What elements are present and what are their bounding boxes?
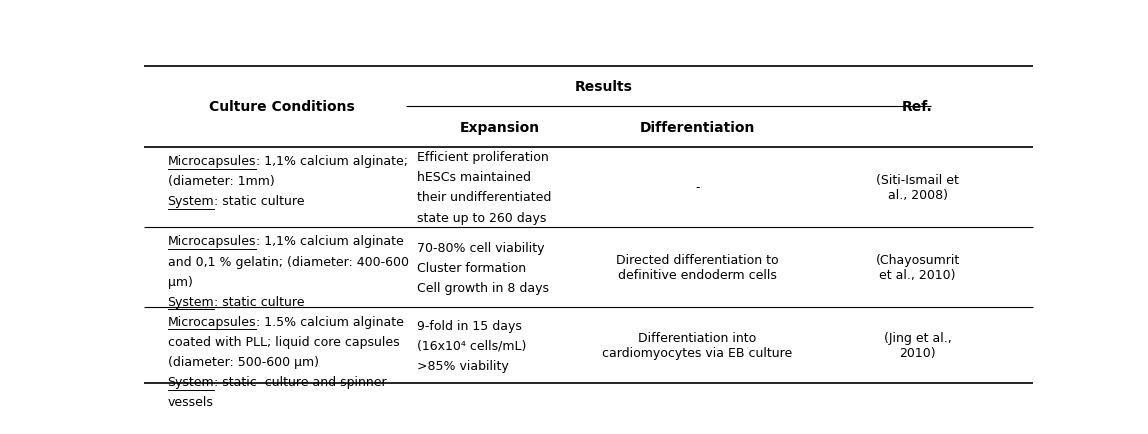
Text: Differentiation into
cardiomyocytes via EB culture: Differentiation into cardiomyocytes via … [603, 331, 792, 359]
Text: : static culture: : static culture [215, 295, 304, 308]
Text: Microcapsules: Microcapsules [168, 155, 256, 168]
Text: Efficient proliferation: Efficient proliferation [417, 151, 549, 164]
Text: μm): μm) [168, 275, 193, 288]
Text: : 1.5% calcium alginate: : 1.5% calcium alginate [256, 315, 404, 328]
Text: -: - [695, 181, 699, 194]
Text: hESCs maintained: hESCs maintained [417, 171, 530, 184]
Text: : 1,1% calcium alginate: : 1,1% calcium alginate [256, 235, 404, 248]
Text: Results: Results [575, 80, 633, 94]
Text: System: System [168, 295, 215, 308]
Text: state up to 260 days: state up to 260 days [417, 211, 546, 224]
Text: System: System [168, 375, 215, 388]
Text: Ref.: Ref. [902, 100, 933, 114]
Text: and 0,1 % gelatin; (diameter: 400-600: and 0,1 % gelatin; (diameter: 400-600 [168, 255, 409, 268]
Text: >85% viability: >85% viability [417, 359, 509, 372]
Text: (diameter: 1mm): (diameter: 1mm) [168, 175, 274, 187]
Text: Cluster formation: Cluster formation [417, 261, 526, 274]
Text: Microcapsules: Microcapsules [168, 235, 256, 248]
Text: Culture Conditions: Culture Conditions [209, 100, 355, 114]
Text: their undifferentiated: their undifferentiated [417, 191, 551, 204]
Text: (Jing et al.,
2010): (Jing et al., 2010) [884, 331, 952, 359]
Text: Cell growth in 8 days: Cell growth in 8 days [417, 281, 549, 294]
Text: (Siti-Ismail et
al., 2008): (Siti-Ismail et al., 2008) [876, 174, 959, 201]
Text: (16x10⁴ cells/mL): (16x10⁴ cells/mL) [417, 339, 526, 352]
Text: 70-80% cell viability: 70-80% cell viability [417, 241, 544, 254]
Text: Microcapsules: Microcapsules [168, 315, 256, 328]
Text: : static  culture and spinner: : static culture and spinner [215, 375, 387, 388]
Text: : static culture: : static culture [215, 195, 304, 208]
Text: System: System [168, 195, 215, 208]
Text: Differentiation: Differentiation [639, 120, 755, 134]
Text: coated with PLL; liquid core capsules: coated with PLL; liquid core capsules [168, 335, 400, 348]
Text: : 1,1% calcium alginate;: : 1,1% calcium alginate; [256, 155, 408, 168]
Text: Expansion: Expansion [459, 120, 540, 134]
Text: vessels: vessels [168, 395, 214, 408]
Text: (Chayosumrit
et al., 2010): (Chayosumrit et al., 2010) [876, 253, 960, 282]
Text: 9-fold in 15 days: 9-fold in 15 days [417, 319, 521, 332]
Text: (diameter: 500-600 μm): (diameter: 500-600 μm) [168, 355, 318, 368]
Text: Directed differentiation to
definitive endoderm cells: Directed differentiation to definitive e… [616, 253, 778, 282]
